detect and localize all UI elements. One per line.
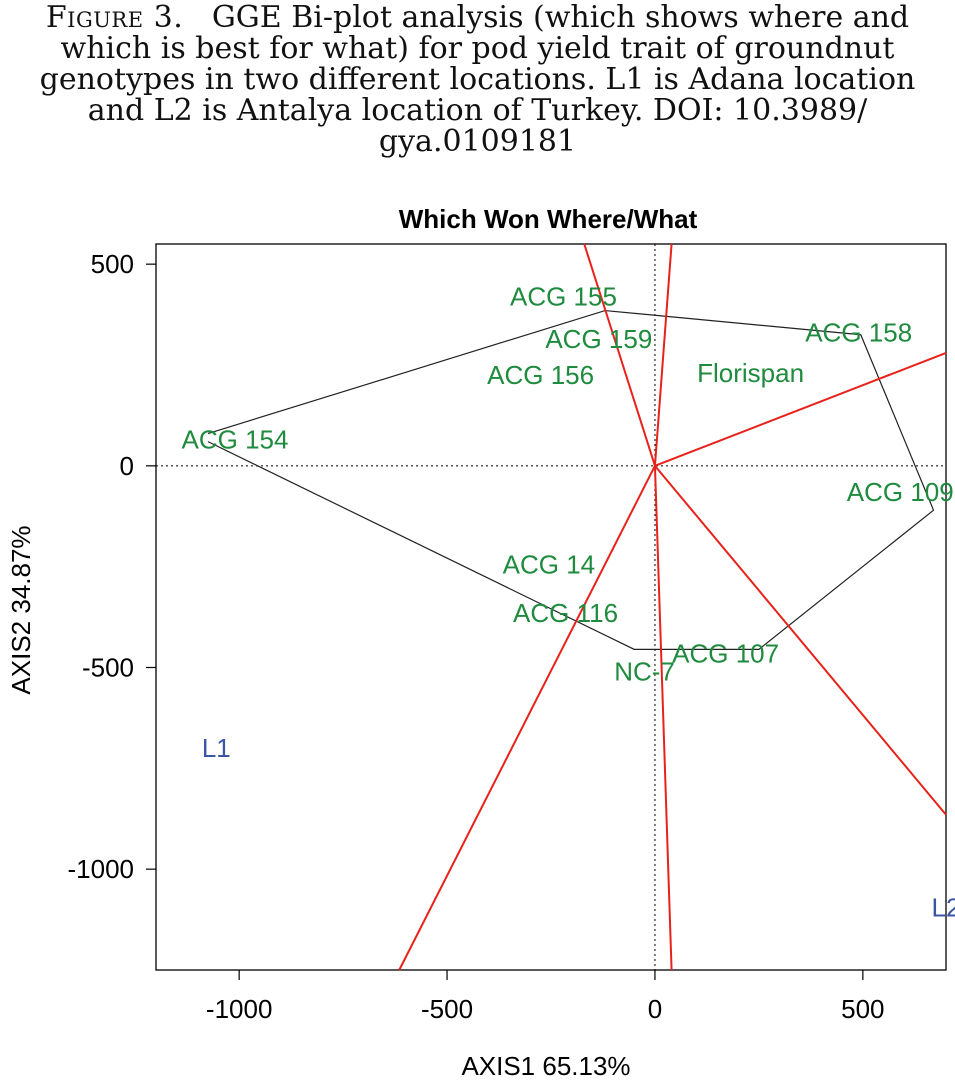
environment-label: L1 xyxy=(202,733,231,763)
figure-label: Figure 3. xyxy=(45,0,184,35)
x-tick-label: -500 xyxy=(421,994,473,1024)
genotype-label: ACG 158 xyxy=(805,318,912,348)
genotype-label: ACG 155 xyxy=(510,281,617,311)
genotype-label: ACG 109 xyxy=(847,477,954,507)
sector-ray xyxy=(398,465,656,971)
sector-ray xyxy=(654,351,947,467)
genotype-label: ACG 116 xyxy=(513,598,618,628)
genotype-label: NC-7 xyxy=(614,657,675,687)
environment-label: L2 xyxy=(932,892,955,922)
genotype-label: ACG 154 xyxy=(182,425,289,455)
sector-ray xyxy=(653,243,673,466)
plot-frame xyxy=(155,243,947,971)
x-tick-label: -1000 xyxy=(206,994,273,1024)
figure-caption: Figure 3. GGE Bi-plot analysis (which sh… xyxy=(20,2,935,157)
x-axis-label: AXIS1 65.13% xyxy=(461,1051,630,1081)
sector-ray xyxy=(654,465,947,816)
sector-ray xyxy=(583,243,656,467)
y-tick-label: -500 xyxy=(82,653,134,683)
y-tick-label: 500 xyxy=(91,249,134,279)
x-tick-label: 0 xyxy=(648,994,662,1024)
genotype-label: ACG 156 xyxy=(487,360,594,390)
y-tick-label: -1000 xyxy=(68,854,135,884)
figure-caption-text: GGE Bi-plot analysis (which shows where … xyxy=(39,0,916,159)
chart-title: Which Won Where/What xyxy=(399,204,698,234)
genotype-label: ACG 14 xyxy=(503,550,596,580)
y-tick-label: 0 xyxy=(120,451,134,481)
genotype-label: Florispan xyxy=(697,358,804,388)
genotype-label: ACG 107 xyxy=(672,638,779,668)
sector-ray xyxy=(653,465,673,971)
y-axis-label: AXIS2 34.87% xyxy=(6,525,36,694)
x-tick-label: 500 xyxy=(841,994,884,1024)
genotype-label: ACG 159 xyxy=(545,324,652,354)
